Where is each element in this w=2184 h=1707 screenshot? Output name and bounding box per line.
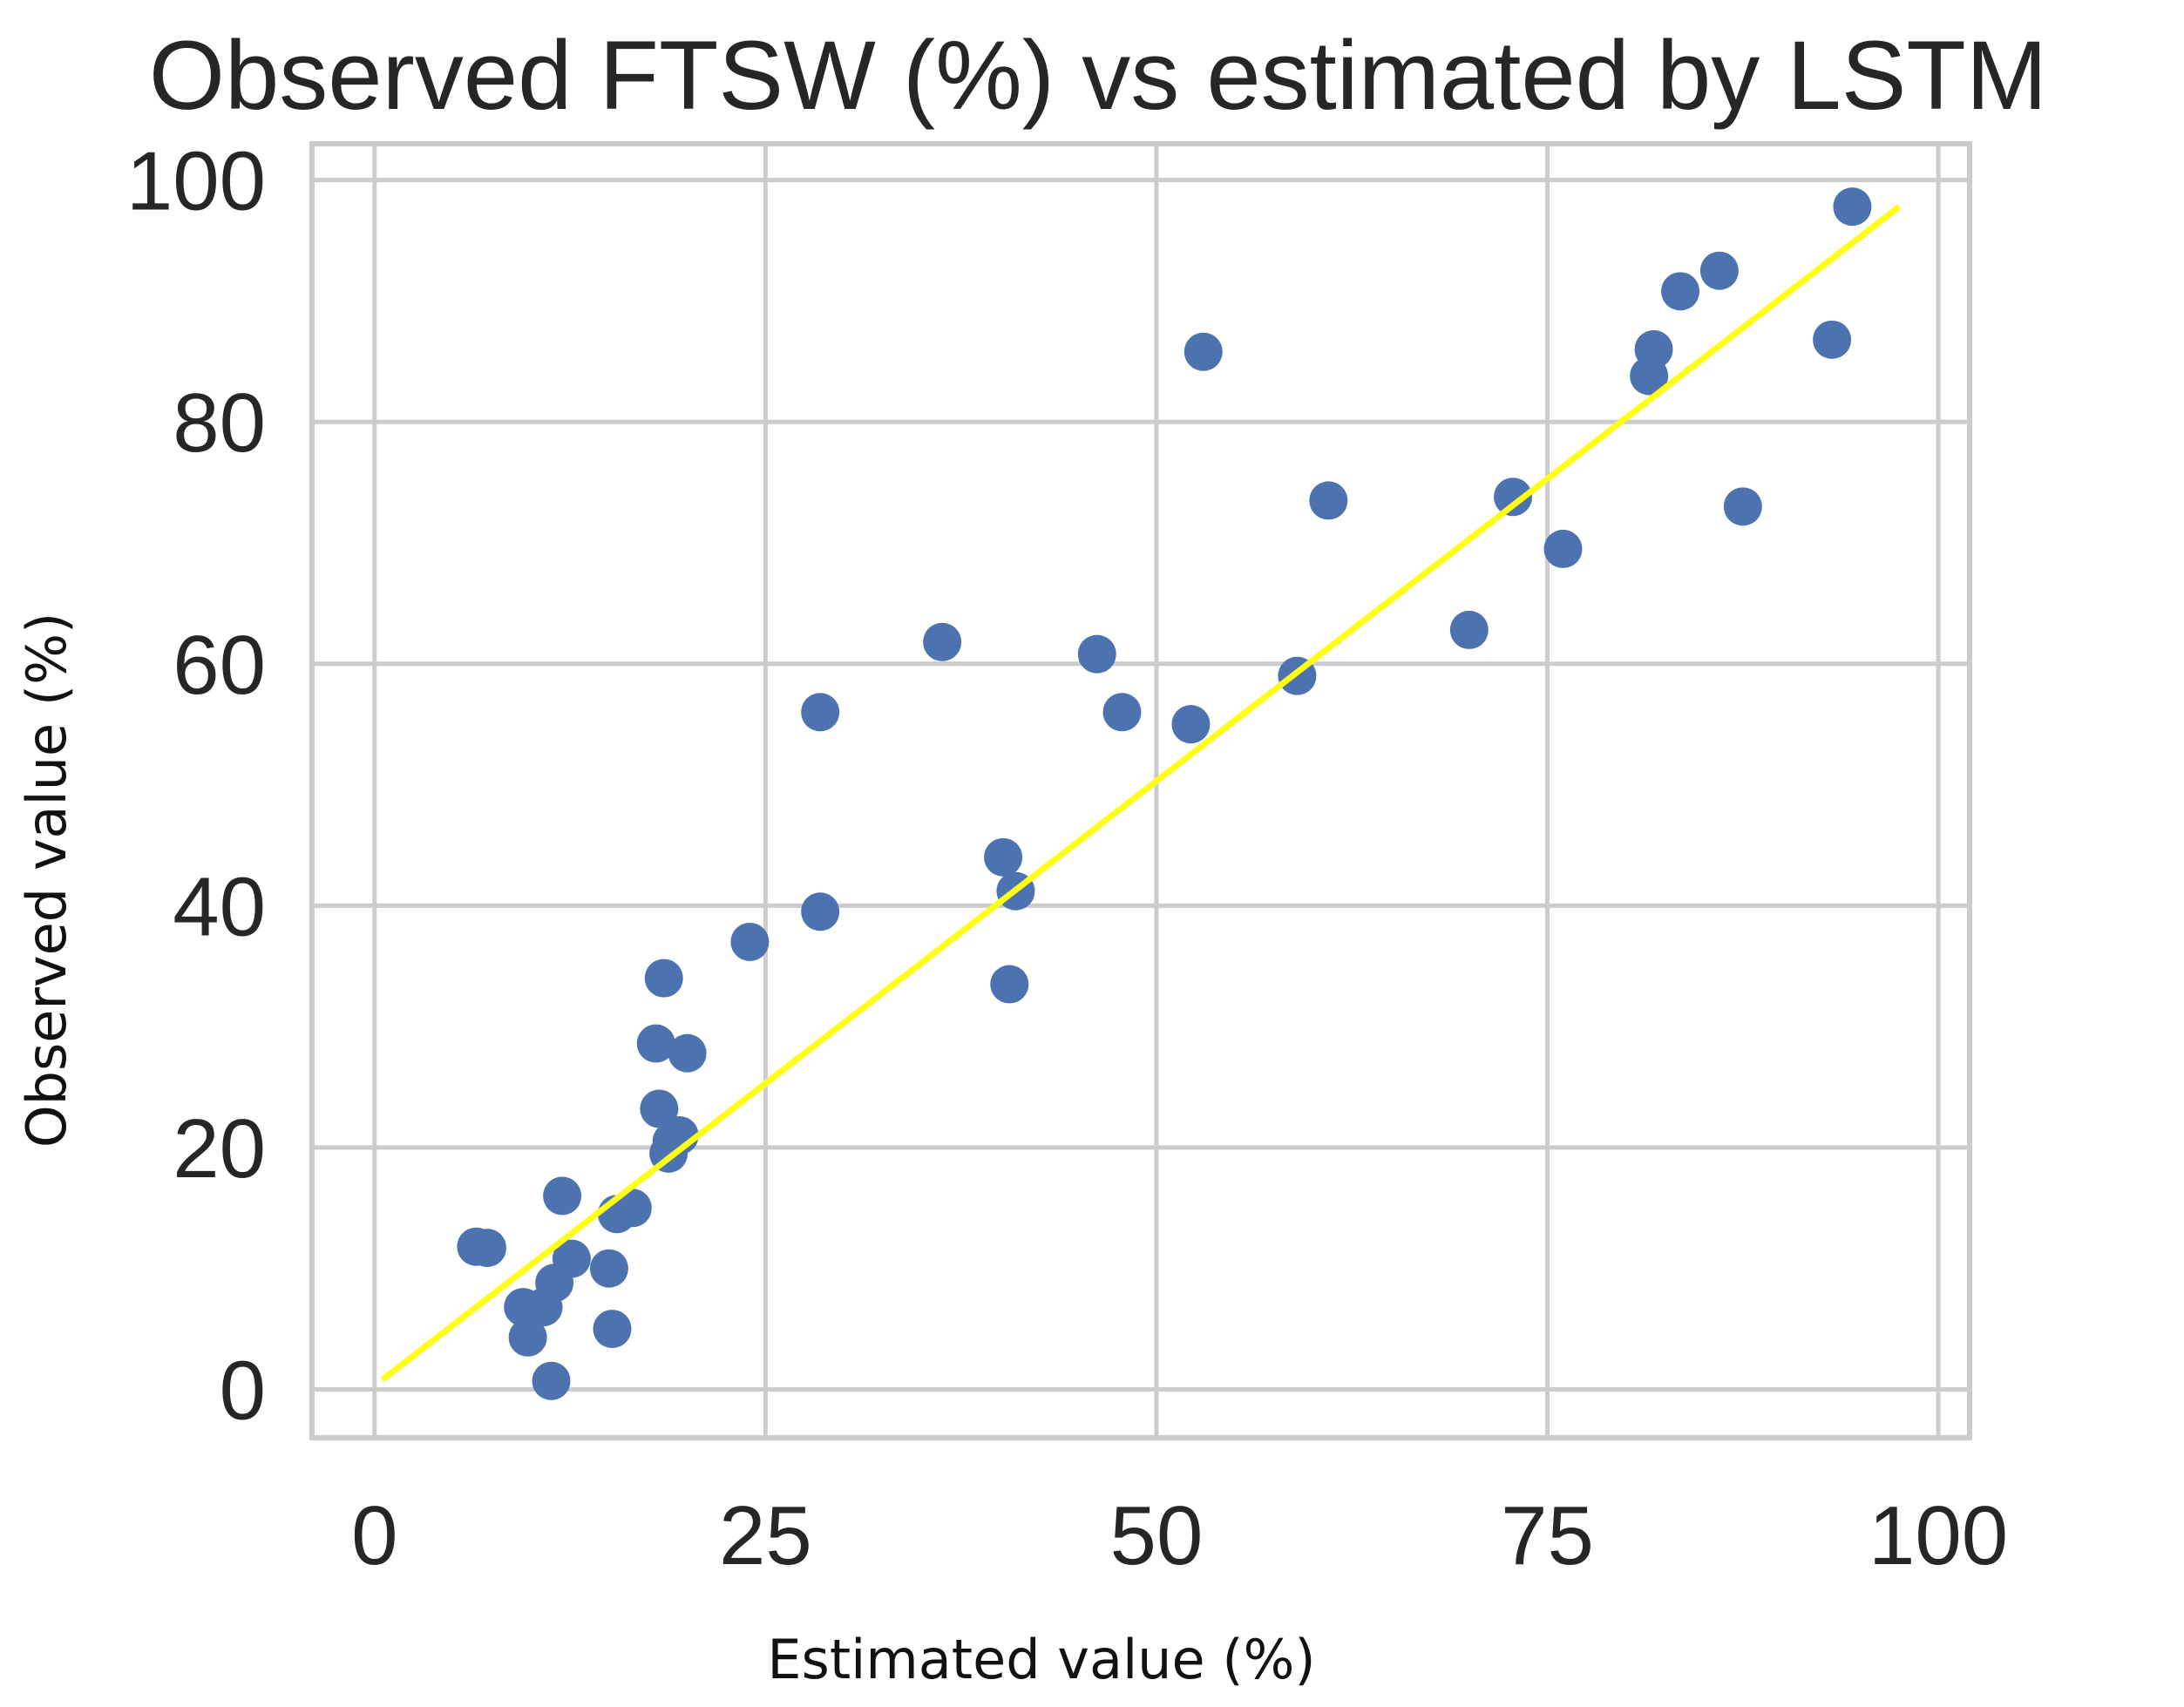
data-point — [1077, 634, 1116, 674]
data-point — [730, 922, 770, 961]
y-tick-label: 80 — [173, 376, 266, 470]
data-point — [1309, 481, 1348, 520]
data-point — [467, 1229, 506, 1268]
data-point — [636, 1024, 675, 1063]
x-tick-label: 0 — [351, 1489, 397, 1582]
data-point — [1184, 332, 1223, 371]
x-axis-label: Estimated value (%) — [767, 1628, 1315, 1691]
data-point — [644, 958, 683, 998]
data-point — [923, 622, 962, 661]
data-point — [532, 1361, 571, 1400]
x-gridlines — [372, 144, 1941, 1438]
y-tick-labels: 0 20 40 60 80 100 — [126, 135, 266, 1438]
data-point — [589, 1249, 628, 1288]
data-point — [543, 1176, 582, 1216]
plot-frame — [309, 141, 1972, 1440]
y-gridlines — [312, 178, 1970, 1392]
data-point — [1661, 272, 1700, 311]
x-tick-label: 75 — [1501, 1489, 1594, 1582]
data-point — [593, 1310, 632, 1349]
y-tick-label: 100 — [126, 135, 266, 228]
y-tick-label: 0 — [220, 1344, 266, 1437]
data-point — [1723, 487, 1762, 526]
data-point — [1833, 187, 1872, 227]
data-point — [801, 892, 840, 931]
data-point — [613, 1189, 652, 1228]
x-tick-labels: 0 25 50 75 100 — [351, 1489, 2008, 1582]
x-tick-label: 25 — [719, 1489, 812, 1582]
data-point — [801, 693, 840, 732]
data-point — [552, 1239, 591, 1278]
data-point — [984, 837, 1023, 877]
fit-line — [380, 204, 1902, 1383]
data-point — [668, 1033, 707, 1073]
data-point — [1813, 320, 1852, 359]
data-point — [1543, 529, 1583, 568]
chart-title: Observed FTSW (%) vs estimated by LSTM — [149, 21, 2047, 130]
data-point — [1449, 610, 1489, 649]
data-point — [990, 965, 1029, 1004]
data-point — [1494, 478, 1533, 517]
x-tick-label: 100 — [1869, 1489, 2008, 1582]
data-point — [640, 1089, 679, 1128]
data-point — [1171, 705, 1211, 744]
y-tick-label: 20 — [173, 1102, 266, 1196]
y-tick-label: 60 — [173, 619, 266, 712]
data-point — [1634, 329, 1673, 369]
x-tick-label: 50 — [1110, 1489, 1204, 1582]
data-point — [508, 1318, 547, 1357]
data-point — [1699, 251, 1739, 290]
data-point — [1102, 693, 1142, 732]
data-points — [457, 187, 1872, 1400]
y-axis-label: Observed value (%) — [15, 613, 78, 1148]
y-tick-label: 40 — [173, 860, 266, 953]
